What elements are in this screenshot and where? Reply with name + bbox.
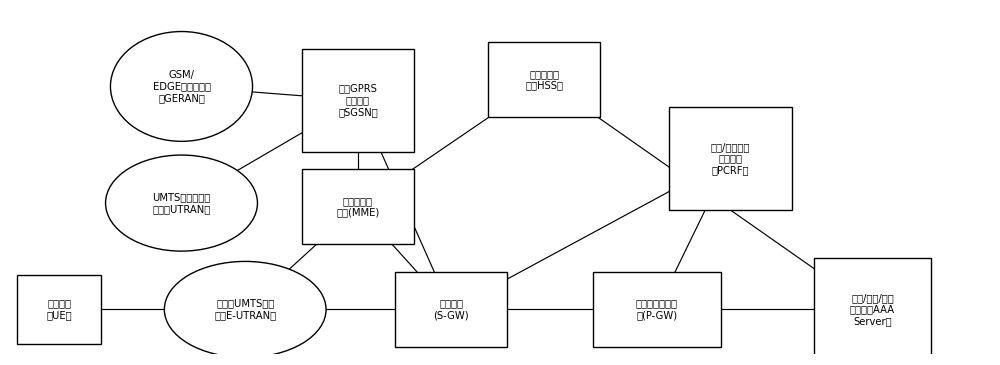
Text: 用户设备
（UE）: 用户设备 （UE） [46, 299, 72, 320]
Ellipse shape [110, 31, 253, 141]
Bar [488, 42, 600, 117]
Text: 服务GPRS
支撑节点
（SGSN）: 服务GPRS 支撑节点 （SGSN） [338, 84, 378, 117]
Bar [669, 107, 792, 210]
Ellipse shape [106, 155, 257, 251]
Bar [302, 169, 414, 244]
Text: 分组数据网络网
关(P-GW): 分组数据网络网 关(P-GW) [636, 299, 678, 320]
Text: 演进型UMTS接入
网（E-UTRAN）: 演进型UMTS接入 网（E-UTRAN） [214, 299, 276, 320]
Bar [17, 275, 101, 344]
Bar [814, 258, 931, 361]
Bar [302, 49, 414, 151]
Bar [395, 272, 507, 347]
Text: UMTS陆地无线接
入网（UTRAN）: UMTS陆地无线接 入网（UTRAN） [152, 192, 211, 214]
Text: 策略/计费规则
功能实体
（PCRF）: 策略/计费规则 功能实体 （PCRF） [711, 142, 750, 175]
Ellipse shape [164, 261, 326, 357]
Text: 认证/授权/计费
服务器（AAA
Server）: 认证/授权/计费 服务器（AAA Server） [850, 293, 895, 326]
Text: 服务网关
(S-GW): 服务网关 (S-GW) [433, 299, 469, 320]
Text: 移动性管理
实体(MME): 移动性管理 实体(MME) [336, 196, 380, 217]
Bar [593, 272, 720, 347]
Text: 用户归属服
务（HSS）: 用户归属服 务（HSS） [525, 69, 563, 91]
Text: GSM/
EDGE无线接入网
（GERAN）: GSM/ EDGE无线接入网 （GERAN） [152, 70, 210, 103]
